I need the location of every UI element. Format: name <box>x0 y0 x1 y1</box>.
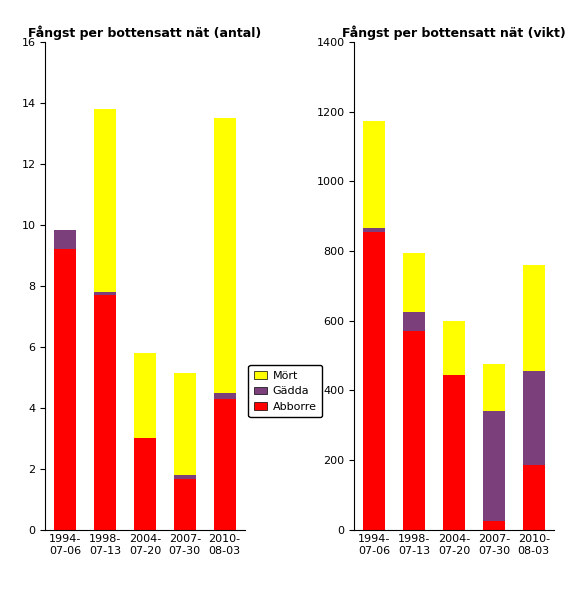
Bar <box>403 253 425 312</box>
Bar <box>54 229 76 249</box>
Bar <box>94 109 116 292</box>
Bar <box>94 295 116 530</box>
Bar <box>134 353 156 438</box>
Bar <box>443 321 465 375</box>
Bar <box>403 312 425 331</box>
Bar <box>363 229 385 232</box>
Bar <box>363 232 385 530</box>
Bar <box>443 375 465 530</box>
Bar <box>523 265 545 371</box>
Bar <box>174 475 195 479</box>
Bar <box>483 411 505 521</box>
Bar <box>134 438 156 530</box>
Bar <box>174 479 195 530</box>
Bar <box>94 292 116 295</box>
Bar <box>214 399 236 530</box>
Legend: Mört, Gädda, Abborre: Mört, Gädda, Abborre <box>249 365 322 417</box>
Title: Fångst per bottensatt nät (antal): Fångst per bottensatt nät (antal) <box>28 25 262 40</box>
Bar <box>54 249 76 530</box>
Bar <box>403 331 425 530</box>
Bar <box>523 465 545 530</box>
Bar <box>483 521 505 530</box>
Bar <box>523 371 545 465</box>
Bar <box>174 373 195 475</box>
Title: Fångst per bottensatt nät (vikt): Fångst per bottensatt nät (vikt) <box>342 25 565 40</box>
Bar <box>214 119 236 393</box>
Bar <box>483 364 505 411</box>
Bar <box>363 120 385 229</box>
Bar <box>214 393 236 399</box>
